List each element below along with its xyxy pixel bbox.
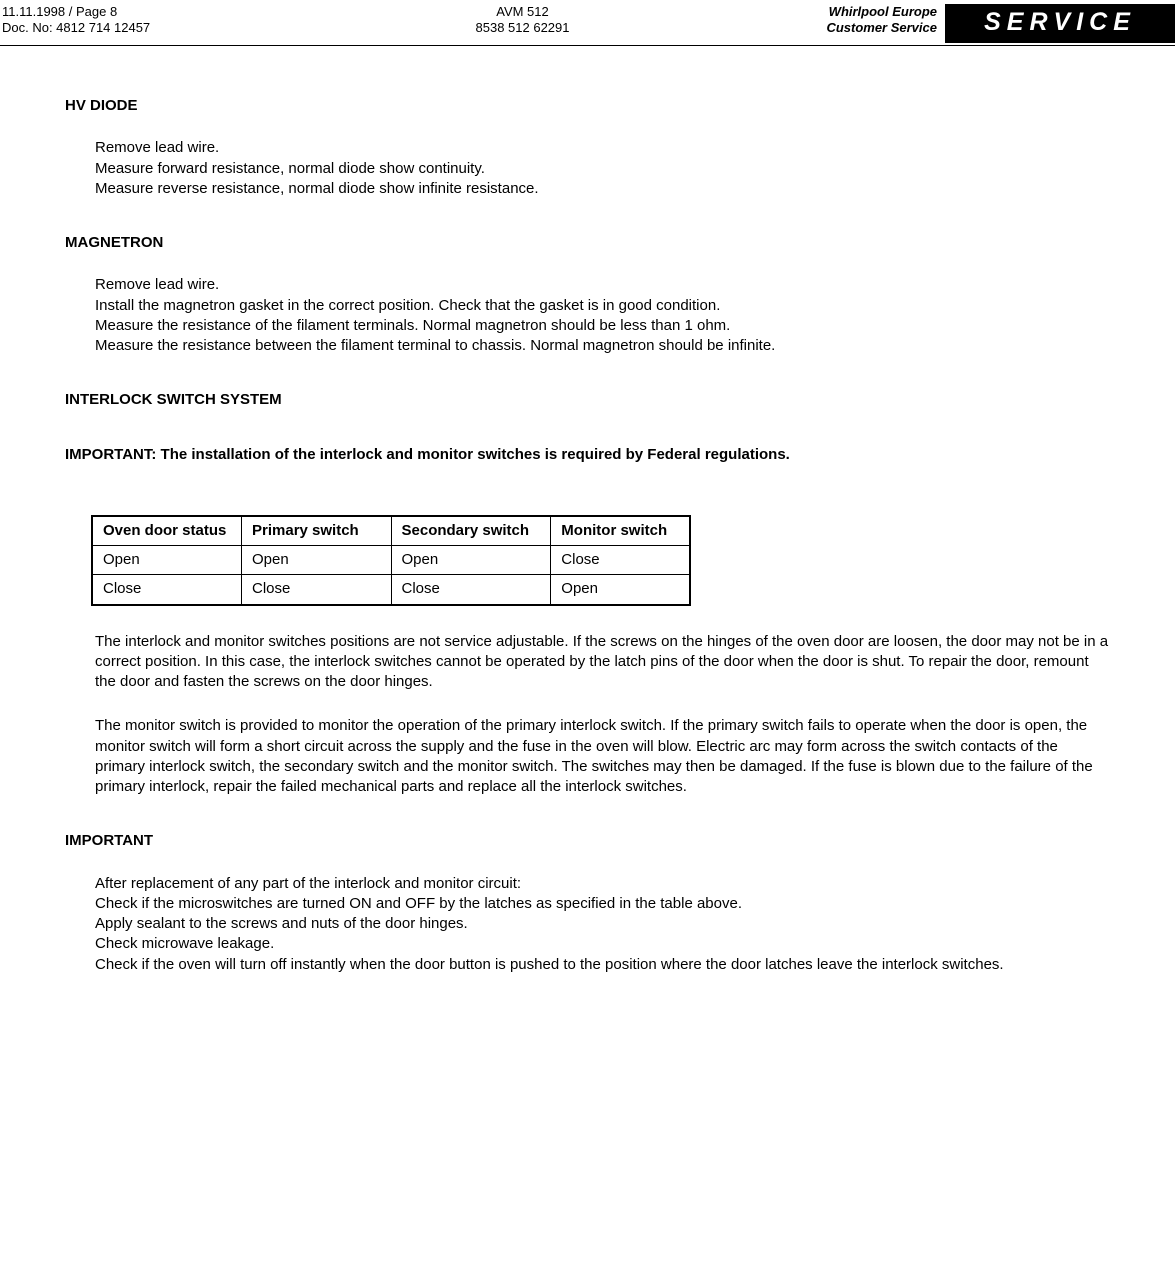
interlock-important-line: IMPORTANT: The installation of the inter… — [65, 445, 1110, 465]
header-code: 8538 512 62291 — [300, 20, 745, 36]
table-header-row: Oven door status Primary switch Secondar… — [92, 516, 690, 546]
important2-line: Check if the oven will turn off instantl… — [95, 955, 1110, 975]
table-cell: Open — [551, 575, 690, 605]
hv-diode-line: Remove lead wire. — [95, 138, 1110, 158]
header-doc-no: Doc. No: 4812 714 12457 — [2, 20, 300, 36]
header-brand: Whirlpool Europe — [745, 4, 937, 20]
magnetron-line: Remove lead wire. — [95, 275, 1110, 295]
magnetron-line: Measure the resistance of the filament t… — [95, 316, 1110, 336]
table-cell: Open — [391, 546, 551, 575]
header-center: AVM 512 8538 512 62291 — [300, 4, 745, 35]
table-header-cell: Primary switch — [242, 516, 392, 546]
magnetron-body: Remove lead wire. Install the magnetron … — [65, 275, 1110, 356]
table-row: Open Open Open Close — [92, 546, 690, 575]
important2-line: Check if the microswitches are turned ON… — [95, 894, 1110, 914]
important2-body: After replacement of any part of the int… — [65, 874, 1110, 975]
table-cell: Close — [242, 575, 392, 605]
header-date-page: 11.11.1998 / Page 8 — [2, 4, 300, 20]
table-row: Close Close Close Open — [92, 575, 690, 605]
hv-diode-body: Remove lead wire. Measure forward resist… — [65, 138, 1110, 199]
table-header-cell: Oven door status — [92, 516, 242, 546]
important2-line: Apply sealant to the screws and nuts of … — [95, 914, 1110, 934]
magnetron-line: Install the magnetron gasket in the corr… — [95, 296, 1110, 316]
magnetron-line: Measure the resistance between the filam… — [95, 336, 1110, 356]
table-cell: Open — [92, 546, 242, 575]
service-banner: SERVICE — [945, 4, 1175, 43]
content-area: HV DIODE Remove lead wire. Measure forwa… — [0, 46, 1175, 975]
table-cell: Open — [242, 546, 392, 575]
interlock-para: The monitor switch is provided to monito… — [95, 716, 1110, 797]
table-header-cell: Secondary switch — [391, 516, 551, 546]
table-cell: Close — [551, 546, 690, 575]
hv-diode-heading: HV DIODE — [65, 96, 1110, 116]
switch-table: Oven door status Primary switch Secondar… — [91, 515, 691, 606]
magnetron-heading: MAGNETRON — [65, 233, 1110, 253]
interlock-heading: INTERLOCK SWITCH SYSTEM — [65, 390, 1110, 410]
page-header: 11.11.1998 / Page 8 Doc. No: 4812 714 12… — [0, 0, 1175, 46]
important2-line: After replacement of any part of the int… — [95, 874, 1110, 894]
hv-diode-line: Measure forward resistance, normal diode… — [95, 159, 1110, 179]
table-cell: Close — [391, 575, 551, 605]
interlock-paragraphs: The interlock and monitor switches posit… — [65, 632, 1110, 798]
table-header-cell: Monitor switch — [551, 516, 690, 546]
header-model: AVM 512 — [300, 4, 745, 20]
hv-diode-line: Measure reverse resistance, normal diode… — [95, 179, 1110, 199]
header-dept: Customer Service — [745, 20, 937, 36]
important2-line: Check microwave leakage. — [95, 934, 1110, 954]
important2-heading: IMPORTANT — [65, 831, 1110, 851]
interlock-para: The interlock and monitor switches posit… — [95, 632, 1110, 693]
table-cell: Close — [92, 575, 242, 605]
header-right: Whirlpool Europe Customer Service — [745, 4, 945, 35]
header-left: 11.11.1998 / Page 8 Doc. No: 4812 714 12… — [0, 4, 300, 35]
